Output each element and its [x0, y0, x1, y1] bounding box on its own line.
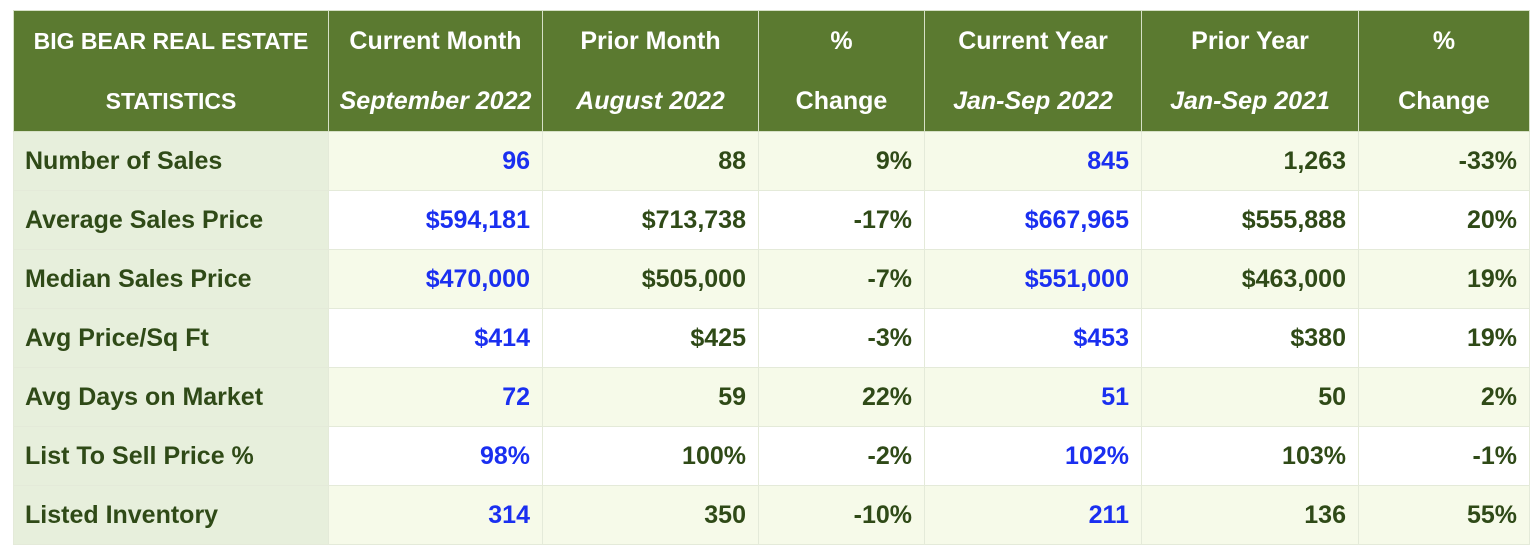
cell-prior-year: $555,888: [1141, 190, 1359, 250]
row-label: List To Sell Price %: [13, 426, 329, 486]
cell-current-month: $594,181: [328, 190, 543, 250]
row-label: Avg Days on Market: [13, 367, 329, 427]
cell-year-change: 20%: [1358, 190, 1530, 250]
table-row: Number of Sales 96 88 9% 845 1,263 -33%: [13, 131, 1530, 191]
cell-prior-year: $463,000: [1141, 249, 1359, 309]
cell-month-change: 9%: [758, 131, 925, 191]
header-title: BIG BEAR REAL ESTATE STATISTICS: [13, 10, 329, 132]
header-title-line2: STATISTICS: [105, 88, 237, 114]
cell-current-year: $551,000: [924, 249, 1142, 309]
header-month-change-line2: Change: [795, 87, 888, 115]
cell-month-change: -3%: [758, 308, 925, 368]
cell-year-change: 19%: [1358, 308, 1530, 368]
header-current-month-line2: September 2022: [339, 87, 532, 115]
cell-month-change: -17%: [758, 190, 925, 250]
cell-year-change: -33%: [1358, 131, 1530, 191]
cell-year-change: 2%: [1358, 367, 1530, 427]
header-year-change: % Change: [1358, 10, 1530, 132]
stats-table-container: BIG BEAR REAL ESTATE STATISTICS Current …: [13, 10, 1530, 545]
header-prior-month-line2: August 2022: [576, 87, 725, 115]
cell-prior-month: $425: [542, 308, 759, 368]
cell-prior-year: $380: [1141, 308, 1359, 368]
row-label: Number of Sales: [13, 131, 329, 191]
header-prior-month-line1: Prior Month: [580, 27, 721, 55]
cell-prior-month: 88: [542, 131, 759, 191]
cell-prior-month: $505,000: [542, 249, 759, 309]
header-current-month-line1: Current Month: [349, 27, 522, 55]
table-row: List To Sell Price % 98% 100% -2% 102% 1…: [13, 426, 1530, 486]
row-label: Avg Price/Sq Ft: [13, 308, 329, 368]
cell-month-change: -7%: [758, 249, 925, 309]
row-label: Average Sales Price: [13, 190, 329, 250]
header-prior-month: Prior Month August 2022: [542, 10, 759, 132]
cell-current-year: 102%: [924, 426, 1142, 486]
cell-prior-month: $713,738: [542, 190, 759, 250]
header-prior-year-line2: Jan-Sep 2021: [1170, 87, 1330, 115]
cell-year-change: -1%: [1358, 426, 1530, 486]
cell-prior-year: 50: [1141, 367, 1359, 427]
cell-prior-month: 59: [542, 367, 759, 427]
cell-current-month: $414: [328, 308, 543, 368]
table-row: Avg Price/Sq Ft $414 $425 -3% $453 $380 …: [13, 308, 1530, 368]
header-current-year-line1: Current Year: [958, 27, 1108, 55]
header-year-change-line1: %: [1432, 27, 1456, 55]
header-current-month: Current Month September 2022: [328, 10, 543, 132]
row-label: Median Sales Price: [13, 249, 329, 309]
header-current-year-line2: Jan-Sep 2022: [953, 87, 1113, 115]
cell-month-change: -10%: [758, 485, 925, 545]
table-row: Listed Inventory 314 350 -10% 211 136 55…: [13, 485, 1530, 545]
cell-year-change: 19%: [1358, 249, 1530, 309]
real-estate-stats-table: BIG BEAR REAL ESTATE STATISTICS Current …: [13, 10, 1530, 545]
header-row: BIG BEAR REAL ESTATE STATISTICS Current …: [13, 10, 1530, 132]
cell-current-year: $667,965: [924, 190, 1142, 250]
cell-prior-year: 1,263: [1141, 131, 1359, 191]
header-year-change-line2: Change: [1398, 87, 1490, 115]
cell-current-month: 72: [328, 367, 543, 427]
cell-current-month: 314: [328, 485, 543, 545]
cell-year-change: 55%: [1358, 485, 1530, 545]
cell-month-change: -2%: [758, 426, 925, 486]
cell-month-change: 22%: [758, 367, 925, 427]
header-prior-year: Prior Year Jan-Sep 2021: [1141, 10, 1359, 132]
cell-current-month: $470,000: [328, 249, 543, 309]
cell-prior-month: 350: [542, 485, 759, 545]
table-row: Median Sales Price $470,000 $505,000 -7%…: [13, 249, 1530, 309]
header-title-line1: BIG BEAR REAL ESTATE: [33, 28, 309, 54]
cell-current-year: 211: [924, 485, 1142, 545]
cell-prior-year: 136: [1141, 485, 1359, 545]
cell-current-month: 96: [328, 131, 543, 191]
header-current-year: Current Year Jan-Sep 2022: [924, 10, 1142, 132]
row-label: Listed Inventory: [13, 485, 329, 545]
cell-current-year: $453: [924, 308, 1142, 368]
header-prior-year-line1: Prior Year: [1191, 27, 1309, 55]
cell-current-year: 845: [924, 131, 1142, 191]
header-month-change: % Change: [758, 10, 925, 132]
cell-current-year: 51: [924, 367, 1142, 427]
cell-prior-month: 100%: [542, 426, 759, 486]
table-row: Average Sales Price $594,181 $713,738 -1…: [13, 190, 1530, 250]
cell-prior-year: 103%: [1141, 426, 1359, 486]
cell-current-month: 98%: [328, 426, 543, 486]
table-row: Avg Days on Market 72 59 22% 51 50 2%: [13, 367, 1530, 427]
header-month-change-line1: %: [830, 27, 853, 55]
